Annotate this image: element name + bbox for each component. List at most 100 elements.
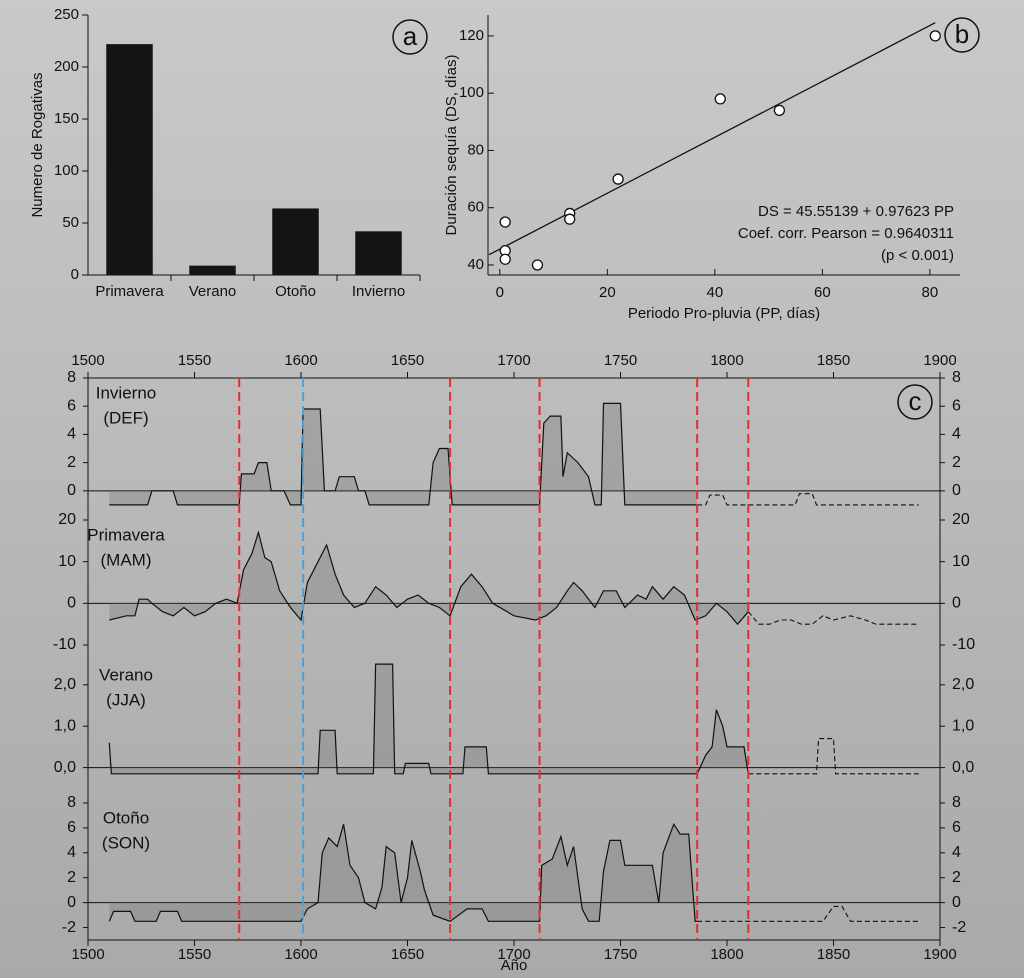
y-tick-label: 1,0 <box>54 717 76 734</box>
bar <box>272 208 319 275</box>
y-tick-label: -10 <box>952 636 975 653</box>
y-tick-label: 1,0 <box>952 717 974 734</box>
y-tick-label: 10 <box>58 553 76 570</box>
y-tick-label: 8 <box>952 794 961 811</box>
x-tick-label: 1650 <box>391 352 424 369</box>
x-tick-label: 40 <box>707 284 724 301</box>
point <box>612 173 624 185</box>
x-tick-label: 1850 <box>817 946 850 963</box>
y-tick-label: 2 <box>952 454 961 471</box>
y-tick-label: 0 <box>952 482 961 499</box>
y-tick-label: 0 <box>952 595 961 612</box>
x-tick-label: 60 <box>814 284 831 301</box>
y-tick-label: 10 <box>952 553 970 570</box>
fit-line <box>488 22 936 256</box>
annotation: (p < 0.001) <box>881 247 954 264</box>
y-tick-label: -2 <box>952 919 966 936</box>
x-tick-label: 1900 <box>923 946 956 963</box>
point <box>499 253 511 265</box>
series-line-dashed <box>697 493 919 506</box>
y-tick-label: 120 <box>459 27 484 44</box>
y-tick-label: 4 <box>67 426 76 443</box>
y-tick-label: 8 <box>67 369 76 386</box>
point <box>564 213 576 225</box>
panel-title: (DEF) <box>103 408 148 427</box>
x-tick-label: 1800 <box>710 946 743 963</box>
series-line-dashed <box>697 905 919 922</box>
y-tick-label: 8 <box>952 369 961 386</box>
series-line-dashed <box>748 738 919 775</box>
y-tick-label: -10 <box>53 636 76 653</box>
point <box>929 30 941 42</box>
x-tick-label: 0 <box>496 284 504 301</box>
panel-title: (MAM) <box>101 550 152 569</box>
y-tick-label: 20 <box>58 511 76 528</box>
x-tick-label: Verano <box>189 283 237 300</box>
x-tick-label: 1900 <box>923 352 956 369</box>
y-tick-label: 20 <box>952 511 970 528</box>
point <box>714 93 726 105</box>
annotation: Coef. corr. Pearson = 0.9640311 <box>738 225 954 242</box>
bar <box>355 231 402 275</box>
series-line <box>108 822 698 922</box>
y-tick-label: 200 <box>54 58 79 75</box>
y-tick-label: 8 <box>67 794 76 811</box>
series-line <box>109 530 749 626</box>
y-tick-label: 80 <box>467 141 484 158</box>
y-tick-label: 0 <box>67 894 76 911</box>
x-tick-label: 1500 <box>71 352 104 369</box>
x-tick-label: 1500 <box>71 946 104 963</box>
panel-label: b <box>955 19 969 49</box>
area <box>109 403 698 505</box>
x-tick-label: 20 <box>599 284 616 301</box>
annotation: DS = 45.55139 + 0.97623 PP <box>758 203 954 220</box>
y-tick-label: 6 <box>952 819 961 836</box>
point <box>499 216 511 228</box>
y-tick-label: 6 <box>67 397 76 414</box>
point <box>531 259 544 271</box>
x-tick-label: 1850 <box>817 352 850 369</box>
y-tick-label: 40 <box>467 256 484 273</box>
x-tick-label: 1650 <box>391 946 424 963</box>
y-axis-label: Numero de Rogativas <box>29 72 46 217</box>
area <box>109 824 698 922</box>
x-tick-label: 1800 <box>710 352 743 369</box>
panel-badge <box>944 17 980 53</box>
bar <box>189 265 236 275</box>
y-tick-label: 6 <box>952 397 961 414</box>
y-tick-label: 50 <box>62 214 79 231</box>
x-tick-label: 1750 <box>604 352 637 369</box>
panel-badge <box>392 19 428 55</box>
y-tick-label: 4 <box>952 844 961 861</box>
x-axis-label: Año <box>501 957 528 974</box>
y-tick-label: 250 <box>54 6 79 23</box>
x-tick-label: 1550 <box>178 352 211 369</box>
y-tick-label: 2 <box>952 869 961 886</box>
x-tick-label: 80 <box>922 284 939 301</box>
y-tick-label: 4 <box>952 426 961 443</box>
x-tick-label: 1600 <box>284 946 317 963</box>
point <box>773 104 786 117</box>
panel-title: Verano <box>99 665 153 684</box>
panel-title: Primavera <box>87 525 165 544</box>
y-tick-label: 6 <box>67 819 76 836</box>
y-tick-label: 100 <box>459 84 484 101</box>
x-tick-label: Otoño <box>275 283 316 300</box>
series-line <box>109 402 698 506</box>
y-tick-label: 0,0 <box>54 759 76 776</box>
x-tick-label: Primavera <box>95 283 164 300</box>
y-tick-label: 2,0 <box>952 676 974 693</box>
y-tick-label: 0 <box>67 482 76 499</box>
panel-title: Otoño <box>103 808 149 827</box>
y-tick-label: 2 <box>67 869 76 886</box>
series-line-dashed <box>747 611 919 625</box>
panel-title: Invierno <box>96 383 156 402</box>
y-axis-label: Duración sequía (DS, días) <box>443 55 460 236</box>
panel-label: a <box>403 21 418 51</box>
panel-title: (SON) <box>102 833 150 852</box>
y-tick-label: 60 <box>467 199 484 216</box>
x-axis-label: Periodo Pro-pluvia (PP, días) <box>628 305 820 322</box>
